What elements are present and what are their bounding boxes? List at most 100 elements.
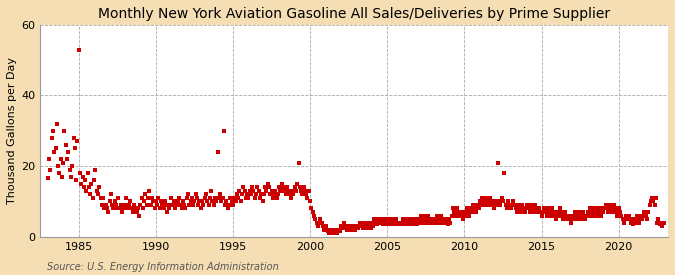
Point bbox=[49, 150, 59, 154]
Point bbox=[226, 199, 237, 204]
Point bbox=[61, 143, 72, 147]
Point bbox=[476, 203, 487, 207]
Point bbox=[422, 220, 433, 225]
Point bbox=[482, 199, 493, 204]
Point bbox=[92, 192, 103, 197]
Point bbox=[510, 206, 521, 211]
Point bbox=[462, 206, 472, 211]
Point bbox=[391, 217, 402, 221]
Point bbox=[238, 185, 248, 189]
Point bbox=[544, 210, 555, 214]
Point bbox=[604, 203, 615, 207]
Point bbox=[358, 220, 369, 225]
Point bbox=[533, 206, 544, 211]
Point bbox=[371, 220, 381, 225]
Point bbox=[194, 199, 205, 204]
Point bbox=[495, 203, 506, 207]
Point bbox=[311, 220, 322, 225]
Point bbox=[45, 167, 56, 172]
Point bbox=[402, 220, 413, 225]
Point bbox=[240, 196, 251, 200]
Point bbox=[182, 192, 193, 197]
Point bbox=[508, 199, 518, 204]
Point bbox=[594, 210, 605, 214]
Point bbox=[323, 229, 333, 233]
Point bbox=[625, 217, 636, 221]
Point bbox=[217, 196, 228, 200]
Point bbox=[283, 189, 294, 193]
Point bbox=[395, 220, 406, 225]
Point bbox=[598, 210, 609, 214]
Point bbox=[504, 203, 515, 207]
Point bbox=[611, 210, 622, 214]
Point bbox=[408, 222, 418, 227]
Point bbox=[304, 189, 315, 193]
Point bbox=[342, 227, 353, 232]
Point bbox=[104, 199, 115, 204]
Point bbox=[121, 196, 132, 200]
Point bbox=[44, 157, 55, 161]
Point bbox=[139, 199, 150, 204]
Point bbox=[587, 210, 597, 214]
Point bbox=[163, 206, 174, 211]
Point bbox=[460, 213, 471, 218]
Point bbox=[105, 192, 116, 197]
Point bbox=[595, 213, 606, 218]
Title: Monthly New York Aviation Gasoline All Sales/Deliveries by Prime Supplier: Monthly New York Aviation Gasoline All S… bbox=[98, 7, 610, 21]
Point bbox=[97, 203, 107, 207]
Point bbox=[72, 139, 83, 144]
Point bbox=[310, 217, 321, 221]
Point bbox=[557, 213, 568, 218]
Point bbox=[405, 217, 416, 221]
Point bbox=[429, 217, 440, 221]
Point bbox=[355, 220, 366, 225]
Point bbox=[389, 222, 400, 227]
Point bbox=[47, 136, 57, 140]
Point bbox=[347, 224, 358, 228]
Point bbox=[539, 206, 549, 211]
Point bbox=[382, 222, 393, 227]
Point bbox=[288, 192, 299, 197]
Point bbox=[368, 224, 379, 228]
Point bbox=[560, 213, 571, 218]
Point bbox=[58, 160, 69, 165]
Point bbox=[216, 199, 227, 204]
Point bbox=[551, 210, 562, 214]
Point bbox=[449, 210, 460, 214]
Point bbox=[624, 213, 634, 218]
Point bbox=[566, 220, 576, 225]
Point bbox=[469, 206, 480, 211]
Point bbox=[155, 206, 165, 211]
Point bbox=[304, 199, 315, 204]
Point bbox=[70, 146, 80, 151]
Point bbox=[280, 192, 291, 197]
Point bbox=[620, 217, 630, 221]
Point bbox=[172, 199, 183, 204]
Point bbox=[293, 160, 304, 165]
Point bbox=[458, 217, 468, 221]
Point bbox=[128, 203, 139, 207]
Point bbox=[541, 213, 552, 218]
Point bbox=[400, 222, 410, 227]
Point bbox=[381, 220, 392, 225]
Point bbox=[466, 210, 477, 214]
Point bbox=[313, 224, 323, 228]
Point bbox=[616, 213, 626, 218]
Point bbox=[290, 189, 301, 193]
Point bbox=[115, 203, 126, 207]
Point bbox=[394, 222, 404, 227]
Point bbox=[107, 203, 117, 207]
Point bbox=[356, 224, 367, 228]
Point bbox=[232, 192, 242, 197]
Point bbox=[617, 217, 628, 221]
Point bbox=[94, 185, 105, 189]
Point bbox=[612, 213, 623, 218]
Point bbox=[128, 210, 138, 214]
Point bbox=[463, 210, 474, 214]
Point bbox=[284, 192, 295, 197]
Point bbox=[410, 220, 421, 225]
Point bbox=[358, 226, 369, 230]
Point bbox=[553, 213, 564, 218]
Point bbox=[563, 213, 574, 218]
Point bbox=[192, 196, 202, 200]
